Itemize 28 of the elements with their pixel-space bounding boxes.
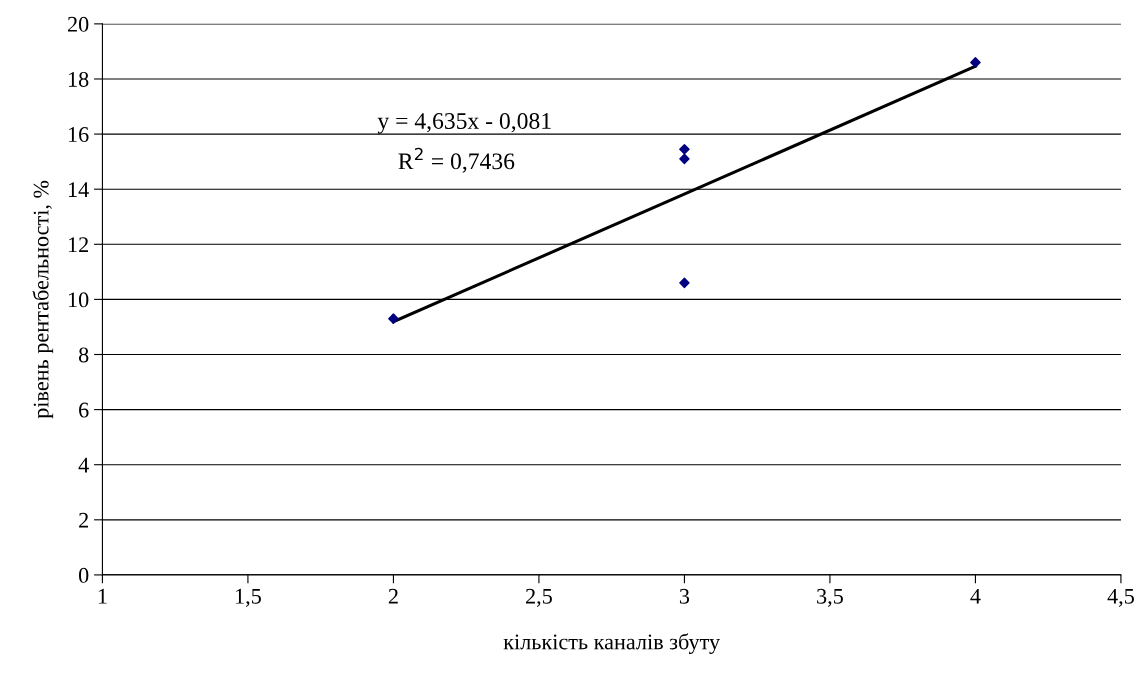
y-tick-label: 4 (78, 457, 89, 473)
y-tick-label: 16 (68, 127, 89, 143)
y-tick-label: 2 (79, 512, 88, 528)
y-tick-label: 6 (79, 402, 89, 418)
x-tick-label: 3,5 (817, 588, 843, 607)
x-tick-label: 2,5 (526, 588, 552, 607)
annotation: R$^{2}$ = 0,7436 (398, 147, 515, 173)
y-tick-label: 14 (68, 182, 89, 197)
y-tick-label: 10 (68, 292, 89, 308)
point (679, 277, 690, 289)
x-tick-label: 3 (679, 588, 690, 604)
y-tick-label: 18 (68, 71, 89, 87)
y-tick-label: 20 (67, 16, 89, 32)
annotation: y = 4,635x - 0,081 (377, 112, 551, 134)
point (970, 57, 981, 68)
point (388, 313, 399, 324)
x-axis-title: кількість каналів збуту (503, 633, 721, 654)
y-tick-label: 0 (78, 567, 89, 583)
point (679, 153, 690, 165)
y-tick-label: 8 (78, 347, 89, 363)
x-tick-label: 4,5 (1107, 588, 1134, 607)
y-axis-title: рівень рентабельності, % (32, 180, 54, 419)
x-tick-label: 1 (98, 588, 107, 604)
y-tick-label: 12 (68, 237, 88, 252)
x-tick-label: 1,5 (235, 588, 261, 607)
point (679, 143, 690, 155)
x-tick-label: 2 (388, 588, 398, 604)
x-tick-label: 4 (970, 588, 981, 604)
